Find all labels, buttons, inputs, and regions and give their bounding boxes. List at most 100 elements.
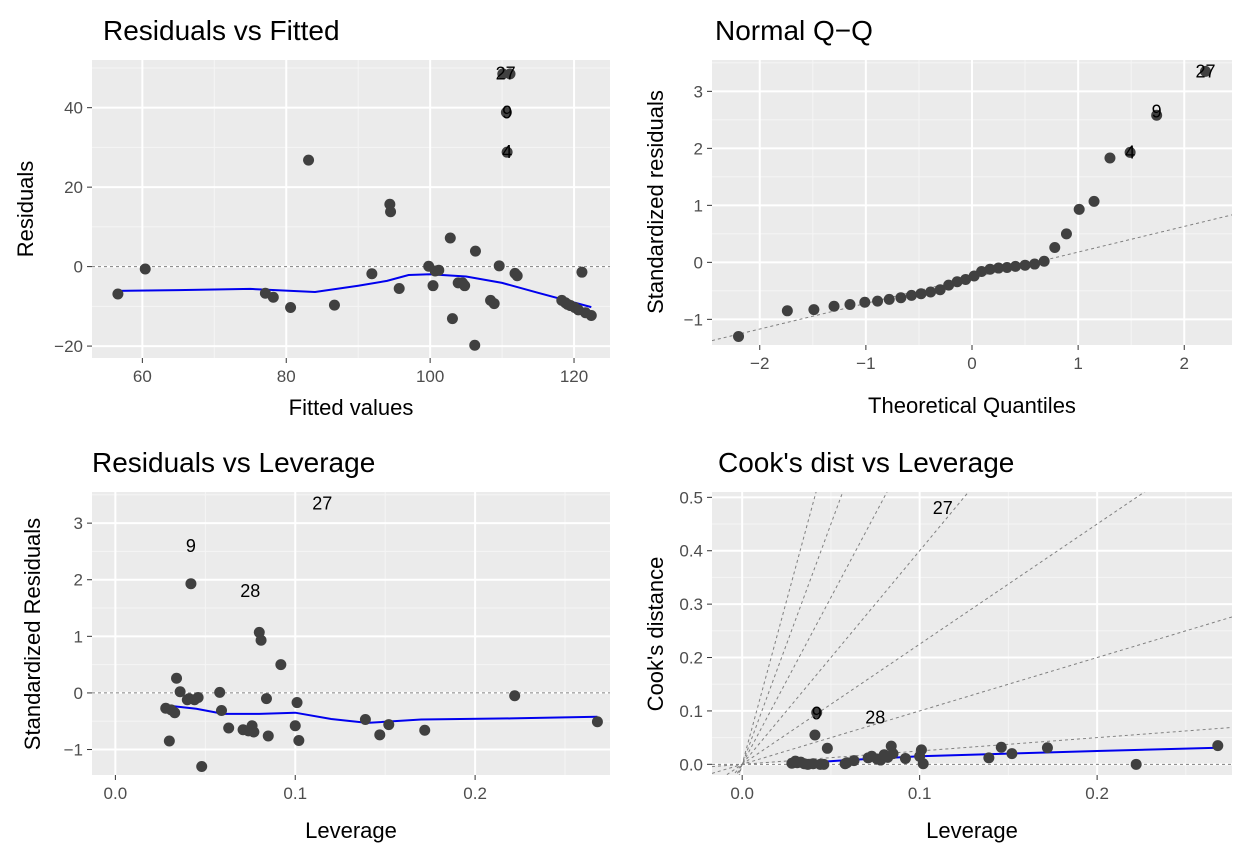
reference-line-qq <box>712 214 1232 342</box>
data-point <box>260 693 272 705</box>
x-tick-label: 1 <box>1073 354 1082 373</box>
data-point <box>1124 146 1136 158</box>
data-point <box>248 726 260 738</box>
data-points <box>160 578 603 773</box>
x-tick-labels: 0.0 0.1 0.2 <box>104 775 487 803</box>
data-points <box>786 707 1224 770</box>
data-point <box>374 729 386 741</box>
data-point <box>393 282 405 294</box>
data-point <box>1029 258 1041 270</box>
data-point <box>1041 742 1053 754</box>
y-tick-label: 0.3 <box>679 595 703 614</box>
y-tick-label: −1 <box>684 310 703 329</box>
data-point <box>1212 740 1224 752</box>
y-tick-label: 0.4 <box>679 542 703 561</box>
panel-title: Residuals vs Leverage <box>92 447 375 478</box>
data-points <box>112 68 597 351</box>
data-point <box>995 741 1007 753</box>
y-tick-labels: −1 0 1 2 3 <box>684 82 712 329</box>
data-point <box>809 729 821 741</box>
y-tick-label: 0 <box>74 684 83 703</box>
data-point <box>504 68 516 80</box>
data-point <box>328 299 340 311</box>
y-tick-label: 0 <box>694 253 703 272</box>
point-label: 27 <box>933 498 953 518</box>
x-tick-label: 0.1 <box>908 784 932 803</box>
point-labels: 27 9 28 <box>186 493 332 601</box>
data-point <box>993 262 1005 274</box>
data-point <box>844 299 856 311</box>
data-point <box>808 304 820 316</box>
data-point <box>1104 152 1116 164</box>
x-tick-label: 0.1 <box>283 784 307 803</box>
y-tick-labels: 0.0 0.1 0.2 0.3 0.4 0.5 <box>679 488 712 774</box>
data-point <box>163 735 175 747</box>
data-point <box>895 292 907 304</box>
smooth-line <box>117 273 592 309</box>
point-label: 27 <box>496 64 516 84</box>
data-point <box>255 634 267 646</box>
x-tick-label: 0.2 <box>463 784 487 803</box>
y-tick-label: 40 <box>64 99 83 118</box>
smooth-curve <box>791 746 1218 765</box>
data-point <box>366 268 378 280</box>
data-point <box>511 270 523 282</box>
grid-lines <box>712 492 1232 775</box>
x-tick-label: 80 <box>277 367 296 386</box>
y-axis-label: Cook's distance <box>643 557 668 712</box>
data-point <box>488 298 500 310</box>
data-point <box>859 296 871 308</box>
x-axis-label: Theoretical Quantiles <box>868 393 1076 418</box>
data-point <box>192 691 204 703</box>
y-axis-label: Standardized Residuals <box>20 518 45 750</box>
data-point <box>293 734 305 746</box>
panel-title: Cook's dist vs Leverage <box>718 447 1014 478</box>
data-point <box>493 260 505 272</box>
data-point <box>501 146 513 158</box>
point-label: 9 <box>1152 101 1162 121</box>
data-point <box>872 295 884 307</box>
point-label: 28 <box>240 581 260 601</box>
x-tick-label: 100 <box>416 367 444 386</box>
y-tick-label: 3 <box>694 82 703 101</box>
data-point <box>976 265 988 277</box>
x-axis-label: Leverage <box>305 818 397 843</box>
data-point <box>899 752 911 764</box>
panel-residuals-vs-fitted: Residuals vs Fitted 27 9 4 60 80 100 120 −20 0… <box>13 15 610 420</box>
data-point <box>419 724 431 736</box>
data-point <box>275 659 287 671</box>
data-point <box>576 266 588 278</box>
point-labels: 27 9 4 <box>1125 61 1215 162</box>
y-tick-label: −20 <box>54 337 83 356</box>
point-label: 27 <box>312 493 332 513</box>
x-tick-label: −2 <box>750 354 769 373</box>
data-point <box>1038 255 1050 267</box>
data-point <box>943 279 955 291</box>
data-point <box>262 730 274 742</box>
data-point <box>444 232 456 244</box>
plot-area <box>92 60 610 358</box>
y-tick-label: 3 <box>74 514 83 533</box>
data-point <box>915 288 927 300</box>
x-tick-label: 2 <box>1180 354 1189 373</box>
data-points <box>733 65 1211 342</box>
data-point <box>1130 758 1142 770</box>
data-point <box>591 716 603 728</box>
x-tick-label: 0.0 <box>104 784 128 803</box>
data-point <box>915 744 927 756</box>
panel-normal-qq: Normal Q−Q 27 9 4 −2 −1 0 1 2 −1 0 1 2 3 Theoretic… <box>643 15 1232 418</box>
data-point <box>1060 228 1072 240</box>
data-point <box>469 245 481 257</box>
point-label: 28 <box>865 707 885 727</box>
point-labels: 27 9 28 <box>812 498 953 727</box>
data-point <box>446 313 458 325</box>
data-point <box>1001 261 1013 273</box>
data-point <box>139 263 151 275</box>
x-tick-labels: −2 −1 0 1 2 <box>750 345 1189 373</box>
x-tick-label: −1 <box>856 354 875 373</box>
data-point <box>112 288 124 300</box>
y-tick-label: 2 <box>694 139 703 158</box>
y-axis-label: Residuals <box>13 161 38 258</box>
data-point <box>848 755 860 767</box>
